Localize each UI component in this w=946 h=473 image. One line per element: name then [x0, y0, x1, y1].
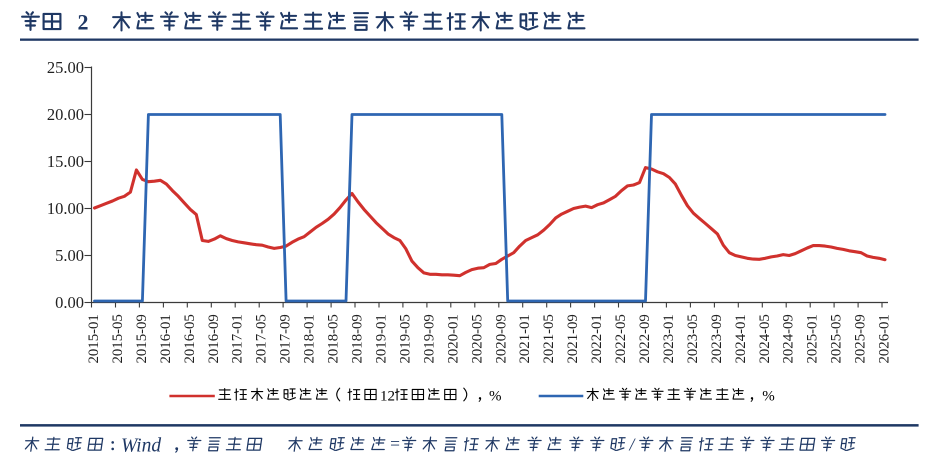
- svg-text:2022-09: 2022-09: [637, 314, 653, 363]
- svg-text:2018-01: 2018-01: [302, 314, 318, 363]
- svg-text:10.00: 10.00: [47, 199, 84, 218]
- svg-text:12: 12: [380, 389, 395, 405]
- svg-text:2020-01: 2020-01: [445, 314, 461, 363]
- svg-text:%: %: [489, 389, 502, 405]
- svg-text:2026-01: 2026-01: [877, 314, 893, 363]
- svg-text:2018-09: 2018-09: [350, 314, 366, 363]
- svg-text:2015-09: 2015-09: [134, 314, 150, 363]
- svg-text:20.00: 20.00: [47, 105, 84, 124]
- svg-text:2021-05: 2021-05: [541, 314, 557, 363]
- svg-text:2019-05: 2019-05: [397, 314, 413, 363]
- svg-text:/: /: [629, 435, 637, 455]
- svg-text:2016-09: 2016-09: [206, 314, 222, 363]
- svg-text:2023-05: 2023-05: [685, 314, 701, 363]
- svg-text:2020-05: 2020-05: [469, 314, 485, 363]
- svg-text:2020-09: 2020-09: [493, 314, 509, 363]
- svg-text:2019-01: 2019-01: [374, 314, 390, 363]
- svg-text:2017-05: 2017-05: [254, 314, 270, 363]
- svg-text:2017-01: 2017-01: [230, 314, 246, 363]
- svg-text:2016-05: 2016-05: [182, 314, 198, 363]
- svg-text:0.00: 0.00: [55, 293, 84, 312]
- svg-text:2023-01: 2023-01: [661, 314, 677, 363]
- svg-text:2018-05: 2018-05: [326, 314, 342, 363]
- svg-text:15.00: 15.00: [47, 152, 84, 171]
- svg-text:2015-01: 2015-01: [86, 314, 102, 363]
- svg-text:2015-05: 2015-05: [110, 314, 126, 363]
- svg-text:2017-09: 2017-09: [278, 314, 294, 363]
- svg-text:2025-01: 2025-01: [805, 314, 821, 363]
- svg-text:2016-01: 2016-01: [158, 314, 174, 363]
- svg-text:2024-09: 2024-09: [781, 314, 797, 363]
- svg-text:2024-05: 2024-05: [757, 314, 773, 363]
- svg-text:5.00: 5.00: [55, 246, 84, 265]
- svg-text:2022-01: 2022-01: [589, 314, 605, 363]
- svg-text:2022-05: 2022-05: [613, 314, 629, 363]
- svg-text:2021-01: 2021-01: [517, 314, 533, 363]
- svg-text:2: 2: [78, 10, 89, 35]
- svg-text:2025-05: 2025-05: [829, 314, 845, 363]
- svg-text:2024-01: 2024-01: [733, 314, 749, 363]
- svg-text:2023-09: 2023-09: [709, 314, 725, 363]
- svg-text:Wind: Wind: [121, 436, 161, 457]
- svg-text:2021-09: 2021-09: [565, 314, 581, 363]
- svg-text:25.00: 25.00: [47, 58, 84, 77]
- svg-text:2019-09: 2019-09: [421, 314, 437, 363]
- svg-text:%: %: [762, 389, 775, 405]
- svg-text:=: =: [389, 434, 401, 454]
- svg-text:2025-09: 2025-09: [853, 314, 869, 363]
